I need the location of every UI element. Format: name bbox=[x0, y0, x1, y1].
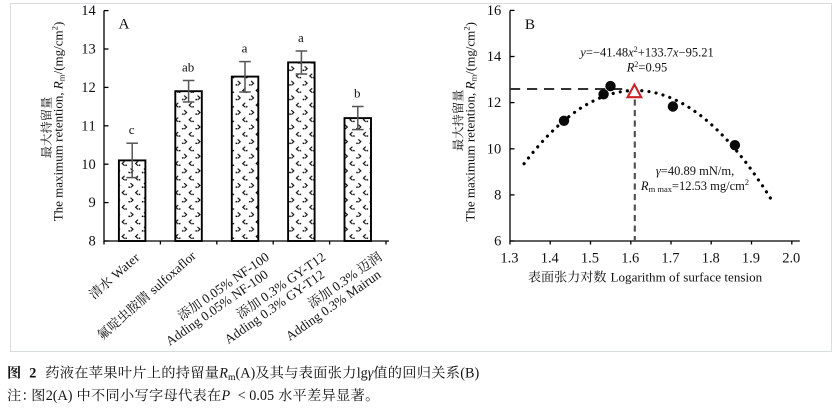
svg-text:c: c bbox=[129, 122, 135, 137]
svg-text:γ: γ bbox=[368, 366, 374, 382]
svg-text:2: 2 bbox=[745, 178, 749, 187]
svg-text:=40.89 mN/m,: =40.89 mN/m, bbox=[661, 164, 734, 178]
svg-text:6: 6 bbox=[494, 234, 501, 250]
svg-text:1.8: 1.8 bbox=[702, 251, 720, 267]
svg-text:2: 2 bbox=[50, 26, 60, 30]
svg-text:2: 2 bbox=[29, 366, 36, 382]
svg-text:(B): (B) bbox=[460, 366, 479, 382]
svg-text:γ: γ bbox=[656, 164, 662, 178]
svg-text:x: x bbox=[627, 46, 634, 60]
svg-text:): ) bbox=[463, 22, 478, 26]
svg-text:12: 12 bbox=[81, 80, 96, 96]
svg-text:10: 10 bbox=[487, 141, 502, 157]
svg-text:B: B bbox=[525, 16, 535, 33]
svg-text:A: A bbox=[119, 16, 130, 33]
svg-text:1.3: 1.3 bbox=[500, 251, 518, 267]
svg-text:+133.7: +133.7 bbox=[638, 46, 673, 60]
svg-text:8: 8 bbox=[494, 188, 501, 204]
svg-text:9: 9 bbox=[89, 195, 96, 211]
svg-text:The maximum retention,: The maximum retention, bbox=[463, 93, 478, 222]
svg-text:2.0: 2.0 bbox=[782, 251, 800, 267]
svg-text:y: y bbox=[578, 46, 586, 60]
svg-text:14: 14 bbox=[81, 3, 96, 19]
svg-text:Logarithm of surface tension: Logarithm of surface tension bbox=[611, 270, 763, 285]
svg-text:R: R bbox=[218, 366, 228, 382]
svg-text:11: 11 bbox=[81, 118, 96, 134]
svg-text:(A): (A) bbox=[236, 366, 256, 382]
svg-text:): ) bbox=[51, 22, 66, 26]
svg-text:ab: ab bbox=[182, 60, 194, 75]
svg-text:m max: m max bbox=[649, 184, 673, 194]
svg-text:13: 13 bbox=[81, 42, 96, 58]
svg-text:m: m bbox=[57, 74, 67, 81]
svg-text:2: 2 bbox=[462, 26, 472, 30]
svg-text:16: 16 bbox=[487, 3, 502, 19]
svg-text:2(A): 2(A) bbox=[46, 388, 73, 404]
svg-text:1.4: 1.4 bbox=[541, 251, 560, 267]
svg-text:10: 10 bbox=[81, 157, 96, 173]
svg-text:=0.95: =0.95 bbox=[638, 61, 667, 75]
svg-text:12: 12 bbox=[487, 95, 502, 111]
svg-text:14: 14 bbox=[487, 49, 502, 65]
svg-text:b: b bbox=[354, 86, 361, 101]
svg-text:/(mg/cm: /(mg/cm bbox=[463, 31, 478, 75]
svg-text:=: = bbox=[586, 46, 593, 60]
svg-text:=12.53 mg/cm: =12.53 mg/cm bbox=[672, 179, 745, 193]
svg-text:R: R bbox=[640, 179, 649, 193]
svg-text:R: R bbox=[51, 81, 66, 90]
svg-text:< 0.05: < 0.05 bbox=[238, 388, 274, 404]
svg-text:a: a bbox=[298, 30, 304, 45]
svg-text:P: P bbox=[221, 388, 231, 404]
svg-text:8: 8 bbox=[89, 234, 96, 250]
svg-text:1.6: 1.6 bbox=[621, 251, 639, 267]
svg-text:a: a bbox=[242, 41, 248, 56]
svg-text:2: 2 bbox=[634, 60, 638, 69]
svg-text:lg: lg bbox=[357, 366, 368, 382]
svg-text:1.5: 1.5 bbox=[581, 251, 599, 267]
svg-text:m: m bbox=[469, 75, 479, 82]
svg-text:R: R bbox=[626, 61, 635, 75]
svg-text:R: R bbox=[463, 82, 478, 91]
svg-text:−41.48: −41.48 bbox=[593, 46, 628, 60]
svg-text:1.7: 1.7 bbox=[661, 251, 679, 267]
svg-text:/(mg/cm: /(mg/cm bbox=[51, 30, 66, 74]
svg-text:−95.21: −95.21 bbox=[679, 46, 714, 60]
svg-text:x: x bbox=[672, 46, 679, 60]
svg-text:The maximum retention,: The maximum retention, bbox=[51, 92, 66, 221]
svg-text:m: m bbox=[228, 372, 236, 383]
svg-text:2: 2 bbox=[634, 45, 638, 54]
svg-text:1.9: 1.9 bbox=[742, 251, 760, 267]
